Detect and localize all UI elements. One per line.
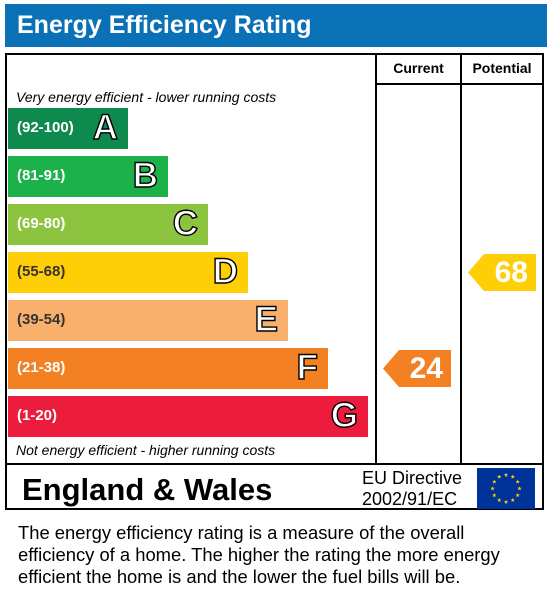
current-column-header: Current — [393, 60, 444, 76]
eu-star-icon — [492, 479, 497, 484]
current-rating-value: 24 — [409, 352, 443, 385]
band-letter: G — [330, 395, 359, 435]
potential-column-divider — [460, 55, 462, 465]
band-range: (21-38) — [17, 359, 66, 376]
eu-star-icon — [492, 492, 497, 498]
band-d: (55-68) D — [8, 251, 248, 293]
potential-column-header: Potential — [472, 60, 532, 76]
eu-star-icon — [503, 499, 509, 504]
rating-table: Current Potential Very energy efficient … — [5, 53, 544, 510]
band-letter: D — [212, 251, 239, 291]
band-range: (92-100) — [17, 119, 74, 136]
chart-title: Energy Efficiency Rating — [17, 11, 312, 39]
eu-star-icon — [503, 472, 509, 477]
eu-directive: EU Directive 2002/91/EC — [362, 468, 462, 510]
band-range: (1-20) — [17, 407, 58, 424]
eu-star-icon — [497, 474, 502, 479]
band-g: (1-20) G — [8, 395, 368, 437]
band-letter: E — [254, 299, 279, 339]
band-range: (81-91) — [17, 167, 66, 184]
bottom-note: Not energy efficient - higher running co… — [16, 442, 276, 458]
band-range: (55-68) — [17, 263, 66, 280]
band-letter: B — [132, 155, 159, 195]
eu-flag-icon — [477, 468, 535, 509]
potential-rating-value: 68 — [494, 256, 528, 289]
eu-star-icon — [497, 497, 502, 503]
eu-star-icon — [515, 479, 520, 484]
potential-arrow-shape — [468, 254, 536, 291]
eu-star-icon — [517, 486, 522, 491]
band-range: (69-80) — [17, 215, 66, 232]
eu-star-icon — [510, 497, 515, 503]
band-f: (21-38) F — [8, 347, 328, 389]
band-b: (81-91) B — [8, 155, 168, 197]
band-a: (92-100) A — [8, 107, 128, 149]
current-column-divider — [375, 55, 377, 465]
top-note: Very energy efficient - lower running co… — [16, 89, 277, 105]
band-range: (39-54) — [17, 311, 66, 328]
description: The energy efficiency rating is a measur… — [18, 522, 500, 587]
eu-star-icon — [490, 486, 495, 491]
footer-divider — [7, 463, 542, 465]
eu-star-icon — [510, 474, 515, 479]
band-c: (69-80) C — [8, 203, 208, 245]
band-letter: A — [92, 107, 119, 147]
header-divider — [375, 83, 542, 85]
eu-star-icon — [515, 492, 520, 498]
region-name: England & Wales — [22, 472, 273, 507]
title-bar: Energy Efficiency Rating — [5, 4, 547, 47]
band-e: (39-54) E — [8, 299, 288, 341]
directive-line-1: EU Directive — [362, 468, 463, 488]
potential-rating-arrow: 68 — [468, 254, 536, 291]
directive-line-2: 2002/91/EC — [362, 489, 458, 509]
band-letter: C — [172, 203, 199, 243]
current-rating-arrow: 24 — [383, 350, 451, 387]
band-letter: F — [296, 347, 319, 387]
current-arrow-shape — [383, 350, 451, 387]
